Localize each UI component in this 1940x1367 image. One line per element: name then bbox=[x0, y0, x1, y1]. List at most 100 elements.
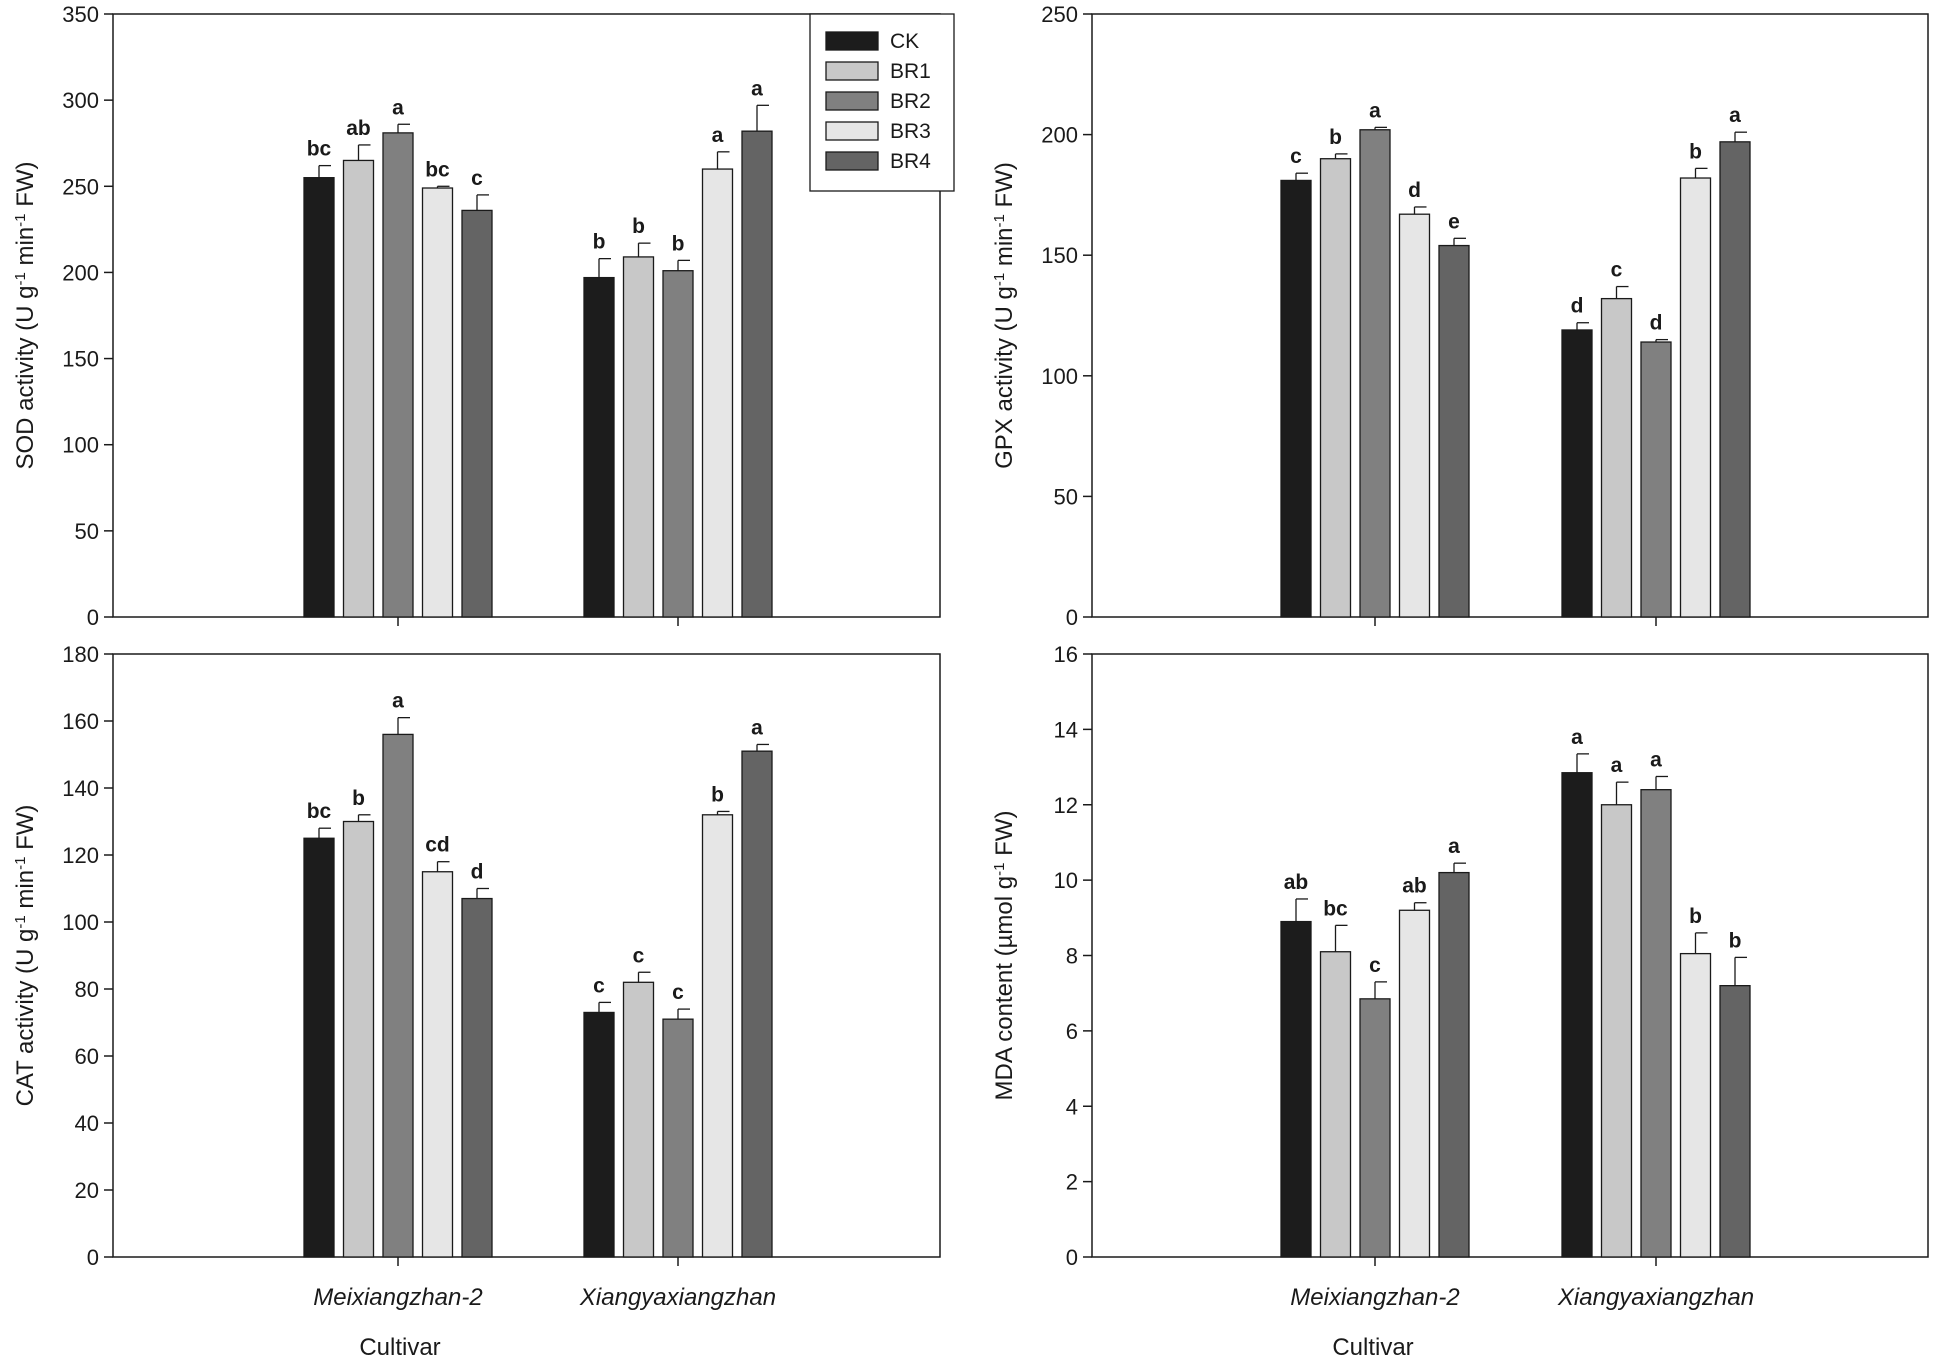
significance-label: a bbox=[1650, 748, 1662, 771]
significance-label: c bbox=[672, 981, 684, 1004]
category-label: Meixiangzhan-2 bbox=[313, 1284, 482, 1311]
bar-br2 bbox=[382, 132, 414, 618]
significance-label: a bbox=[751, 716, 763, 739]
chart-cat: 0 20 40 60 80 100 120 140 160 180 CAT activity (U … bbox=[12, 642, 941, 1311]
y-tick-label: 80 bbox=[75, 977, 99, 1002]
significance-label: a bbox=[712, 124, 724, 147]
bar-ck bbox=[303, 837, 335, 1258]
bar-br2 bbox=[662, 1018, 694, 1258]
y-tick-label: 140 bbox=[62, 776, 99, 801]
significance-label: bc bbox=[1323, 897, 1348, 920]
bar-br1 bbox=[1600, 804, 1633, 1258]
significance-label: a bbox=[1571, 726, 1583, 749]
bar-br3 bbox=[421, 187, 454, 618]
bar-br1 bbox=[1319, 951, 1352, 1258]
y-tick-label: 16 bbox=[1054, 642, 1078, 667]
y-tick-label: 200 bbox=[62, 260, 99, 285]
significance-label: c bbox=[471, 167, 483, 190]
y-tick-label: 100 bbox=[62, 433, 99, 458]
significance-label: b bbox=[1329, 126, 1342, 149]
y-tick-label: 100 bbox=[62, 910, 99, 935]
significance-label: b bbox=[1729, 929, 1742, 952]
y-tick-label: 120 bbox=[62, 843, 99, 868]
bar-br1 bbox=[1319, 158, 1352, 618]
bar-br2 bbox=[382, 733, 414, 1258]
bar-ck bbox=[583, 1011, 615, 1258]
significance-label: c bbox=[633, 944, 645, 967]
category-label: Xiangyaxiangzhan bbox=[579, 1284, 776, 1311]
bar-br4 bbox=[1438, 244, 1470, 618]
bar-br2 bbox=[1359, 129, 1391, 618]
y-tick-label: 12 bbox=[1054, 793, 1078, 818]
bar-br1 bbox=[622, 981, 655, 1258]
significance-label: bc bbox=[307, 138, 332, 161]
bar-br4 bbox=[1719, 141, 1751, 618]
bar-br4 bbox=[741, 130, 773, 618]
significance-label: b bbox=[672, 232, 685, 255]
legend-label-br1: BR1 bbox=[890, 60, 931, 83]
bar-ck bbox=[303, 177, 335, 618]
y-tick-label: 350 bbox=[62, 2, 99, 27]
legend-label-br4: BR4 bbox=[890, 150, 931, 173]
y-tick-label: 50 bbox=[75, 519, 99, 544]
y-tick-label: 0 bbox=[1066, 605, 1078, 630]
x-axis-title-right-text: Cultivar bbox=[1332, 1334, 1414, 1361]
significance-label: ab bbox=[1402, 875, 1427, 898]
category-label: Xiangyaxiangzhan bbox=[1557, 1284, 1754, 1311]
bar-ck bbox=[1561, 772, 1593, 1258]
x-axis-title-left-text: Cultivar bbox=[359, 1334, 441, 1361]
significance-label: d bbox=[1571, 295, 1584, 318]
y-tick-label: 40 bbox=[75, 1111, 99, 1136]
significance-label: a bbox=[1611, 754, 1623, 777]
y-axis-label: MDA content (µmol g-1 FW) bbox=[991, 811, 1019, 1101]
chart-mda: 0 2 4 6 8 10 12 14 16 MDA content (µmol g-1 FW) Me… bbox=[991, 642, 1929, 1311]
plot-frame bbox=[112, 653, 941, 1258]
significance-label: b bbox=[1689, 905, 1702, 928]
legend-swatch-br3 bbox=[825, 121, 879, 141]
y-tick-label: 200 bbox=[1041, 123, 1078, 148]
significance-label: c bbox=[593, 974, 605, 997]
y-tick-label: 4 bbox=[1066, 1094, 1078, 1119]
significance-label: a bbox=[1729, 104, 1741, 127]
significance-label: b bbox=[352, 787, 365, 810]
bar-br1 bbox=[342, 820, 375, 1258]
significance-label: b bbox=[593, 231, 606, 254]
bar-br1 bbox=[1600, 297, 1633, 618]
bar-br4 bbox=[461, 897, 493, 1258]
significance-label: b bbox=[711, 783, 724, 806]
bar-ck bbox=[1561, 329, 1593, 618]
y-tick-label: 2 bbox=[1066, 1170, 1078, 1195]
legend-label-ck: CK bbox=[890, 30, 919, 53]
legend-label-br2: BR2 bbox=[890, 90, 931, 113]
significance-label: b bbox=[1689, 140, 1702, 163]
bar-br3 bbox=[1679, 177, 1712, 618]
y-tick-label: 150 bbox=[62, 347, 99, 372]
y-tick-label: 180 bbox=[62, 642, 99, 667]
plot-frame bbox=[1091, 13, 1929, 618]
significance-label: d bbox=[471, 861, 484, 884]
y-tick-label: 250 bbox=[62, 174, 99, 199]
plot-frame bbox=[1091, 653, 1929, 1258]
significance-label: a bbox=[751, 77, 763, 100]
bar-br2 bbox=[1359, 998, 1391, 1258]
y-tick-label: 14 bbox=[1054, 717, 1078, 742]
significance-label: a bbox=[392, 690, 404, 713]
bar-ck bbox=[1280, 179, 1312, 618]
legend-swatch-br4 bbox=[825, 151, 879, 171]
y-tick-label: 0 bbox=[1066, 1245, 1078, 1270]
bar-br3 bbox=[421, 871, 454, 1258]
legend-swatch-br1 bbox=[825, 61, 879, 81]
significance-label: ab bbox=[1284, 871, 1309, 894]
y-tick-label: 60 bbox=[75, 1044, 99, 1069]
bar-br4 bbox=[1438, 871, 1470, 1258]
bar-br1 bbox=[342, 159, 375, 618]
significance-label: bc bbox=[307, 800, 332, 823]
bar-br2 bbox=[1640, 341, 1672, 618]
significance-label: e bbox=[1448, 210, 1460, 233]
bar-br3 bbox=[1398, 213, 1431, 618]
significance-label: bc bbox=[425, 158, 450, 181]
y-tick-label: 100 bbox=[1041, 364, 1078, 389]
y-tick-label: 8 bbox=[1066, 944, 1078, 969]
significance-label: d bbox=[1650, 312, 1663, 335]
bar-ck bbox=[583, 276, 615, 618]
